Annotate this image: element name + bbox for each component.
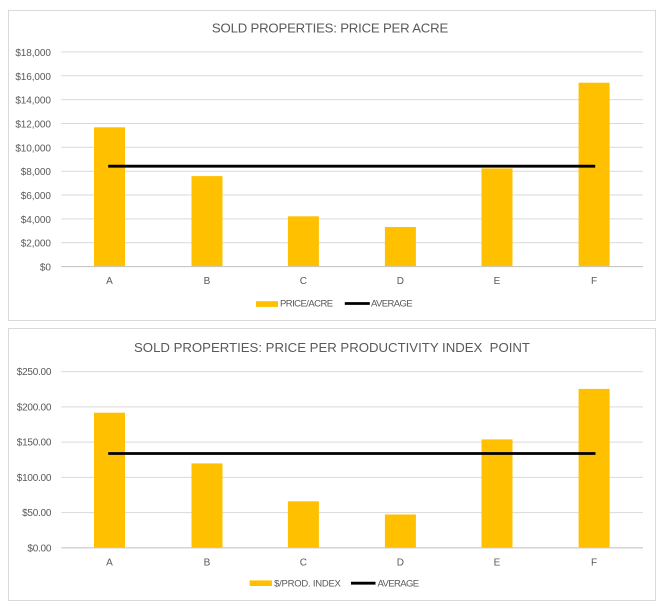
svg-text:$10,000: $10,000	[15, 143, 51, 154]
svg-text:C: C	[300, 558, 307, 569]
svg-text:A: A	[106, 558, 113, 569]
svg-text:D: D	[397, 276, 404, 287]
svg-text:$2,000: $2,000	[21, 239, 52, 250]
svg-text:B: B	[204, 558, 211, 569]
svg-text:$0: $0	[40, 263, 51, 274]
svg-text:E: E	[494, 558, 501, 569]
svg-text:PRICE/ACRE: PRICE/ACRE	[280, 299, 333, 310]
svg-text:$150.00: $150.00	[17, 438, 52, 449]
svg-text:$16,000: $16,000	[15, 72, 51, 83]
svg-text:$8,000: $8,000	[21, 167, 52, 178]
svg-text:$0.00: $0.00	[27, 543, 51, 554]
svg-text:$12,000: $12,000	[15, 120, 51, 131]
svg-text:E: E	[494, 276, 501, 287]
svg-text:$50.00: $50.00	[22, 508, 52, 519]
svg-text:$4,000: $4,000	[21, 215, 52, 226]
svg-text:B: B	[204, 276, 211, 287]
svg-text:$14,000: $14,000	[15, 96, 51, 107]
svg-text:D: D	[397, 558, 404, 569]
svg-text:F: F	[591, 276, 597, 287]
svg-text:AVERAGE: AVERAGE	[378, 579, 419, 590]
svg-text:A: A	[106, 276, 113, 287]
svg-text:SOLD PROPERTIES: PRICE PER ACR: SOLD PROPERTIES: PRICE PER ACRE	[212, 21, 449, 36]
svg-text:$/PROD. INDEX: $/PROD. INDEX	[274, 579, 341, 590]
svg-text:AVERAGE: AVERAGE	[371, 299, 412, 310]
svg-text:$6,000: $6,000	[21, 191, 52, 202]
svg-text:$200.00: $200.00	[17, 402, 52, 413]
svg-text:$18,000: $18,000	[15, 48, 51, 59]
svg-text:F: F	[591, 558, 597, 569]
svg-text:C: C	[300, 276, 307, 287]
svg-text:$250.00: $250.00	[17, 367, 52, 378]
svg-text:SOLD PROPERTIES: PRICE PER PRO: SOLD PROPERTIES: PRICE PER PRODUCTIVITY …	[134, 340, 530, 355]
svg-text:$100.00: $100.00	[17, 473, 52, 484]
